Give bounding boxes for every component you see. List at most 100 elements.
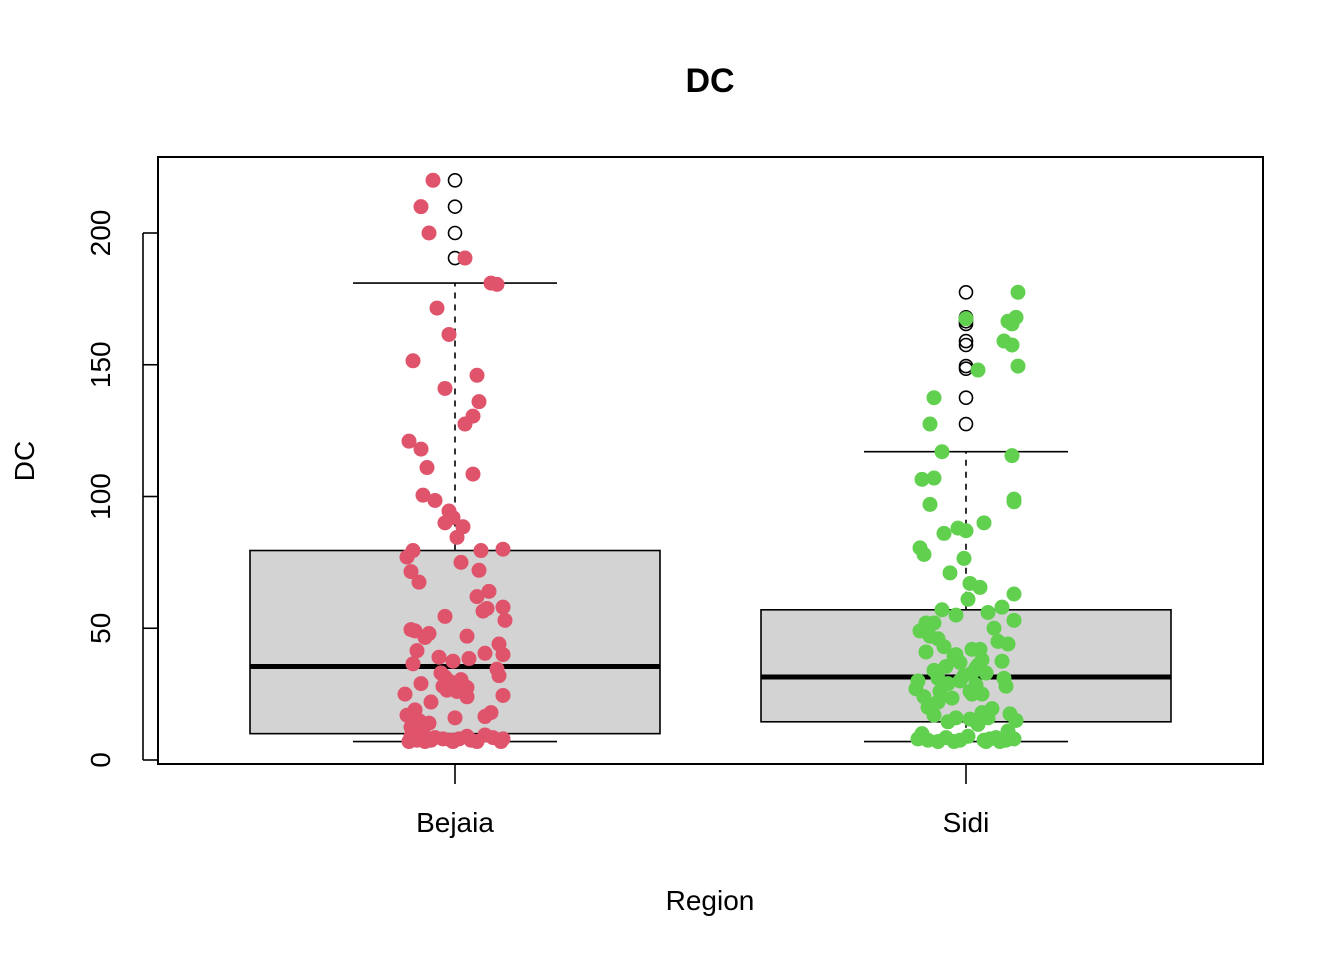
x-axis-label: Region xyxy=(666,885,755,916)
data-point xyxy=(425,172,441,188)
chart-title: DC xyxy=(685,62,734,100)
data-point xyxy=(976,515,992,531)
data-point xyxy=(469,367,485,383)
data-point xyxy=(942,565,958,581)
data-point xyxy=(934,444,950,460)
data-point xyxy=(415,487,431,503)
data-point xyxy=(457,250,473,266)
y-axis-label: DC xyxy=(9,441,40,481)
data-point xyxy=(445,734,461,750)
data-point xyxy=(399,549,415,565)
data-point xyxy=(417,629,433,645)
data-point xyxy=(477,709,493,725)
data-point xyxy=(477,645,493,661)
data-point xyxy=(449,529,465,545)
data-point xyxy=(417,734,433,750)
data-point xyxy=(437,380,453,396)
x-tick-label: Bejaia xyxy=(416,807,494,838)
data-point xyxy=(944,690,960,706)
data-point xyxy=(469,589,485,605)
data-point xyxy=(481,583,497,599)
data-point xyxy=(980,604,996,620)
data-point xyxy=(497,612,513,628)
data-point xyxy=(453,554,469,570)
data-point xyxy=(495,599,511,615)
data-point xyxy=(1006,612,1022,628)
data-point xyxy=(493,734,509,750)
data-point xyxy=(447,710,463,726)
iqr-box xyxy=(249,549,661,735)
data-point xyxy=(469,734,485,750)
data-point xyxy=(994,653,1010,669)
data-point xyxy=(1006,494,1022,510)
y-tick-label: 100 xyxy=(85,473,116,520)
y-tick-label: 200 xyxy=(85,210,116,257)
data-point xyxy=(419,460,435,476)
data-point xyxy=(936,525,952,541)
y-tick-label: 50 xyxy=(85,613,116,644)
data-point xyxy=(429,300,445,316)
data-point xyxy=(978,665,994,681)
data-point xyxy=(405,353,421,369)
data-point xyxy=(922,496,938,512)
data-point xyxy=(916,546,932,562)
points-bejaia xyxy=(397,172,513,750)
data-point xyxy=(465,466,481,482)
outlier-point xyxy=(447,225,463,241)
data-point xyxy=(459,689,475,705)
data-point xyxy=(401,734,417,750)
data-point xyxy=(926,470,942,486)
data-point xyxy=(421,225,437,241)
data-point xyxy=(1010,358,1026,374)
data-point xyxy=(948,607,964,623)
data-point xyxy=(940,714,956,730)
data-point xyxy=(457,416,473,432)
y-tick-label: 0 xyxy=(85,752,116,768)
data-point xyxy=(475,603,491,619)
outlier-point xyxy=(447,173,463,188)
data-point xyxy=(473,543,489,559)
data-point xyxy=(1006,586,1022,602)
data-point xyxy=(1004,316,1020,332)
data-point xyxy=(491,668,507,684)
data-point xyxy=(461,651,477,667)
data-point xyxy=(459,628,475,644)
data-point xyxy=(1004,448,1020,464)
data-point xyxy=(926,707,942,723)
outlier-point xyxy=(447,199,463,214)
data-point xyxy=(998,678,1014,694)
points-sidi xyxy=(908,284,1026,750)
data-point xyxy=(1004,337,1020,353)
outlier-point xyxy=(958,284,974,300)
data-point xyxy=(926,615,942,631)
data-point xyxy=(441,326,457,342)
data-point xyxy=(978,734,994,750)
data-point xyxy=(495,687,511,703)
data-point xyxy=(970,362,986,378)
data-point xyxy=(437,515,453,531)
data-point xyxy=(958,311,974,327)
data-point xyxy=(495,541,511,557)
data-point xyxy=(495,647,511,663)
data-point xyxy=(960,591,976,607)
data-point xyxy=(403,564,419,580)
data-point xyxy=(972,579,988,595)
data-point xyxy=(970,716,986,732)
data-point xyxy=(918,644,934,660)
data-point xyxy=(397,686,413,702)
data-point xyxy=(952,673,968,689)
outlier-point xyxy=(958,390,974,405)
data-point xyxy=(1000,636,1016,652)
data-point xyxy=(413,441,429,457)
data-point xyxy=(399,707,415,723)
data-point xyxy=(958,523,974,539)
data-point xyxy=(914,471,930,487)
data-point xyxy=(411,574,427,590)
data-point xyxy=(427,492,443,508)
data-point xyxy=(994,599,1010,615)
data-point xyxy=(1008,712,1024,728)
data-point xyxy=(409,643,425,659)
data-point xyxy=(946,734,962,750)
